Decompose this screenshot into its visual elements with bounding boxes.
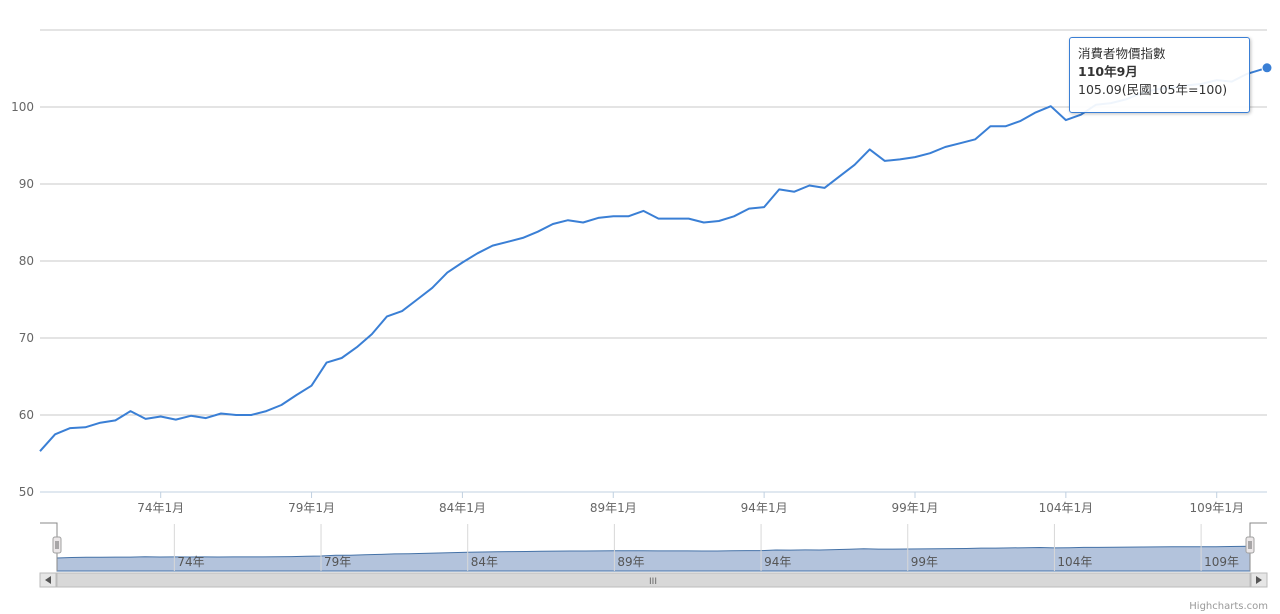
navigator-tick-label: 99年 (911, 555, 938, 569)
hover-point[interactable] (1261, 62, 1273, 74)
y-tick-label: 60 (19, 408, 34, 422)
scrollbar[interactable]: III (39, 572, 1268, 588)
y-tick-label: 80 (19, 254, 34, 268)
x-tick-label: 104年1月 (1039, 501, 1094, 515)
tooltip-series: 消費者物價指數 (1078, 46, 1166, 61)
tooltip-value: 105.09(民國105年=100) (1078, 82, 1228, 97)
navigator-tick-label: 84年 (471, 555, 498, 569)
scrollbar-thumb[interactable] (56, 572, 1251, 588)
navigator[interactable]: 74年 79年 84年 89年 94年 99年 104年 109年 (40, 522, 1267, 572)
scroll-right-button[interactable] (1250, 572, 1268, 588)
x-tick-label: 99年1月 (892, 501, 939, 515)
navigator-tick-label: 79年 (324, 555, 351, 569)
x-tick-label: 94年1月 (741, 501, 788, 515)
scroll-left-button[interactable] (39, 572, 57, 588)
x-tick-label: 109年1月 (1189, 501, 1244, 515)
x-tick-label: 74年1月 (137, 501, 184, 515)
navigator-outline-left (40, 522, 58, 571)
navigator-tick-label: 94年 (764, 555, 791, 569)
series-cpi[interactable] (39, 62, 1273, 452)
y-tick-label: 70 (19, 331, 34, 345)
x-tick-label: 79年1月 (288, 501, 335, 515)
credits-link[interactable]: Highcharts.com (1189, 601, 1268, 612)
navigator-handle-left[interactable] (52, 536, 62, 554)
navigator-handle-right[interactable] (1245, 536, 1255, 554)
tooltip: 消費者物價指數 110年9月 105.09(民國105年=100) (1069, 37, 1250, 113)
navigator-outline-right (1249, 522, 1267, 571)
y-axis: 50 60 70 80 90 100 (11, 100, 34, 499)
y-tick-label: 90 (19, 177, 34, 191)
navigator-tick-label: 74年 (177, 555, 204, 569)
navigator-tick-label: 104年 (1057, 555, 1092, 569)
y-tick-label: 100 (11, 100, 34, 114)
scrollbar-grip[interactable]: III (649, 577, 657, 587)
series-line[interactable] (39, 66, 1268, 452)
navigator-tick-label: 89年 (617, 555, 644, 569)
arrow-right-icon (1256, 576, 1262, 584)
navigator-tick-label: 109年 (1204, 555, 1239, 569)
tooltip-date: 110年9月 (1078, 64, 1138, 79)
x-axis: 74年1月 79年1月 84年1月 89年1月 94年1月 99年1月 104年1月 109年… (137, 492, 1244, 515)
x-tick-label: 89年1月 (590, 501, 637, 515)
x-tick-label: 84年1月 (439, 501, 486, 515)
navigator-series (56, 545, 1251, 572)
arrow-left-icon (45, 576, 51, 584)
y-tick-label: 50 (19, 485, 34, 499)
